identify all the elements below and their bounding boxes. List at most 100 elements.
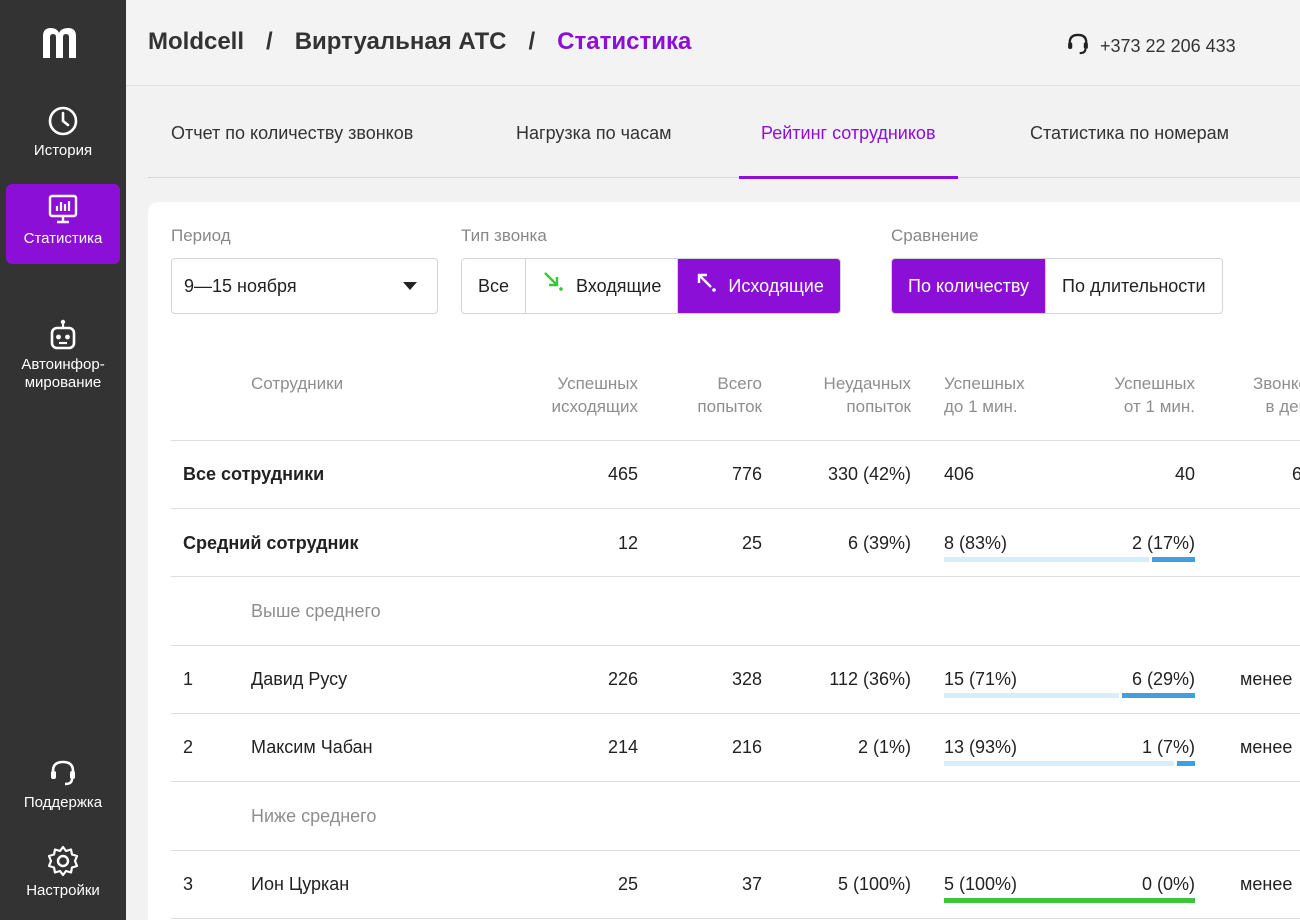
split-bar-light bbox=[944, 761, 1174, 766]
sidebar-item-label: Поддержка bbox=[23, 794, 103, 811]
tab-number-stats[interactable]: Статистика по номерам bbox=[1030, 123, 1230, 143]
column-failed-attempts[interactable]: Неудачных попыток bbox=[823, 374, 911, 416]
robot-icon bbox=[46, 300, 80, 350]
breadcrumb: Moldcell / Виртуальная АТС / Статистика bbox=[148, 28, 691, 56]
cell-total: 37 bbox=[741, 874, 762, 894]
cell-per-day: менее bbox=[1240, 874, 1293, 894]
incoming-call-icon bbox=[542, 259, 576, 313]
headset-icon bbox=[1064, 30, 1100, 63]
sidebar-item-statistics[interactable]: Статистика bbox=[6, 184, 120, 264]
sidebar: История Статистика Автоинфор- мирование … bbox=[0, 0, 126, 920]
cell-under-1min: 8 (83%) bbox=[944, 533, 1008, 553]
split-bar-fill bbox=[1122, 693, 1195, 698]
period-value: 9—15 ноября bbox=[184, 276, 297, 296]
row-name: Максим Чабан bbox=[251, 737, 373, 757]
split-bar-light bbox=[944, 693, 1119, 698]
split-bar-light bbox=[944, 557, 1149, 562]
support-phone[interactable]: +373 22 206 433 bbox=[1064, 30, 1236, 63]
sidebar-item-label: История bbox=[33, 142, 93, 159]
period-select[interactable]: 9—15 ноября bbox=[171, 258, 438, 314]
caret-down-icon bbox=[403, 282, 417, 290]
row-name: Давид Русу bbox=[251, 669, 348, 689]
tab-calls-count[interactable]: Отчет по количеству звонков bbox=[171, 123, 414, 143]
column-success-over-1min[interactable]: Успешных от 1 мин. bbox=[1114, 374, 1195, 416]
cell-under-1min: 13 (93%) bbox=[944, 737, 1018, 757]
tab-hourly-load[interactable]: Нагрузка по часам bbox=[516, 123, 672, 143]
sidebar-item-settings[interactable]: Настройки bbox=[6, 844, 120, 914]
sidebar-item-autoinform[interactable]: Автоинфор- мирование bbox=[6, 282, 120, 391]
period-label: Период bbox=[171, 226, 231, 245]
cell-failed: 330 (42%) bbox=[827, 464, 911, 484]
column-successful-outgoing[interactable]: Успешных исходящих bbox=[551, 374, 639, 416]
breadcrumb-separator: / bbox=[528, 28, 536, 55]
comparison-switch: По количеству По длительности bbox=[891, 258, 1223, 314]
call-type-incoming-label: Входящие bbox=[576, 276, 662, 296]
cell-per-day: менее bbox=[1240, 737, 1293, 757]
cell-successful: 226 bbox=[607, 669, 638, 689]
column-success-under-1min[interactable]: Успешных до 1 мин. bbox=[944, 374, 1025, 416]
sidebar-item-label: Статистика bbox=[23, 230, 103, 247]
column-employees[interactable]: Сотрудники bbox=[251, 374, 344, 393]
cell-per-day: 6 bbox=[1292, 464, 1300, 484]
cell-total: 776 bbox=[731, 464, 762, 484]
cell-total: 25 bbox=[741, 533, 762, 553]
call-type-outgoing[interactable]: Исходящие bbox=[678, 259, 840, 313]
cell-total: 216 bbox=[731, 737, 762, 757]
moldcell-logo-icon[interactable] bbox=[38, 22, 88, 62]
phone-number: +373 22 206 433 bbox=[1100, 36, 1236, 56]
compare-by-duration[interactable]: По длительности bbox=[1046, 259, 1222, 313]
tab-employee-rating[interactable]: Рейтинг сотрудников bbox=[739, 86, 957, 179]
row-divider bbox=[171, 781, 1300, 782]
cell-over-1min: 1 (7%) bbox=[1141, 737, 1195, 757]
group-title-above-average: Выше среднего bbox=[251, 601, 381, 621]
call-type-label: Тип звонка bbox=[461, 226, 547, 245]
cell-failed: 2 (1%) bbox=[857, 737, 911, 757]
row-rank: 3 bbox=[183, 874, 194, 894]
row-divider bbox=[171, 440, 1300, 441]
cell-total: 328 bbox=[731, 669, 762, 689]
split-bar-fill bbox=[944, 898, 1195, 903]
sidebar-item-history[interactable]: История bbox=[6, 104, 120, 172]
cell-successful: 465 bbox=[607, 464, 638, 484]
compare-by-count-label: По количеству bbox=[908, 276, 1029, 296]
split-bar-fill bbox=[1152, 557, 1195, 562]
row-divider bbox=[171, 508, 1300, 509]
row-rank: 1 bbox=[183, 669, 194, 689]
cell-over-1min: 0 (0%) bbox=[1141, 874, 1195, 894]
compare-by-count[interactable]: По количеству bbox=[892, 259, 1046, 313]
breadcrumb-virtual-pbx[interactable]: Виртуальная АТС bbox=[294, 28, 507, 55]
rating-card: Период 9—15 ноября Тип звонка Все Входящ… bbox=[148, 202, 1300, 920]
cell-successful: 214 bbox=[607, 737, 638, 757]
outgoing-call-icon bbox=[694, 259, 728, 313]
gear-icon bbox=[46, 844, 80, 878]
statistics-icon bbox=[46, 192, 80, 226]
sidebar-item-label: Настройки bbox=[26, 882, 100, 899]
cell-under-1min: 5 (100%) bbox=[944, 874, 1018, 894]
row-divider bbox=[171, 576, 1300, 577]
sidebar-item-label: Автоинфор- мирование bbox=[21, 356, 105, 391]
cell-under-1min: 406 bbox=[944, 464, 975, 484]
call-type-all[interactable]: Все bbox=[462, 259, 527, 313]
headset-icon bbox=[46, 756, 80, 790]
cell-under-1min: 15 (71%) bbox=[944, 669, 1018, 689]
comparison-label: Сравнение bbox=[891, 226, 979, 245]
header: Moldcell / Виртуальная АТС / Статистика +373… bbox=[126, 0, 1300, 86]
cell-successful: 12 bbox=[617, 533, 638, 553]
column-calls-per-day[interactable]: Звонко в ден bbox=[1252, 374, 1300, 416]
call-type-switch: Все Входящие Исходящие bbox=[461, 258, 841, 314]
report-tabs: Отчет по количеству звонков Нагрузка по … bbox=[148, 86, 1300, 179]
group-title-below-average: Ниже среднего bbox=[251, 806, 377, 826]
row-divider bbox=[171, 918, 1300, 919]
column-total-attempts[interactable]: Всего попыток bbox=[697, 374, 762, 416]
breadcrumb-statistics: Статистика bbox=[557, 28, 692, 55]
cell-failed: 6 (39%) bbox=[847, 533, 911, 553]
split-bar-fill bbox=[1177, 761, 1195, 766]
cell-over-1min: 6 (29%) bbox=[1131, 669, 1195, 689]
row-name: Все сотрудники bbox=[183, 464, 325, 484]
call-type-incoming[interactable]: Входящие bbox=[526, 259, 679, 313]
sidebar-item-support[interactable]: Поддержка bbox=[6, 756, 120, 820]
row-name: Средний сотрудник bbox=[183, 533, 359, 553]
row-divider bbox=[171, 713, 1300, 714]
breadcrumb-moldcell[interactable]: Moldcell bbox=[148, 28, 245, 55]
cell-per-day: менее bbox=[1240, 669, 1293, 689]
